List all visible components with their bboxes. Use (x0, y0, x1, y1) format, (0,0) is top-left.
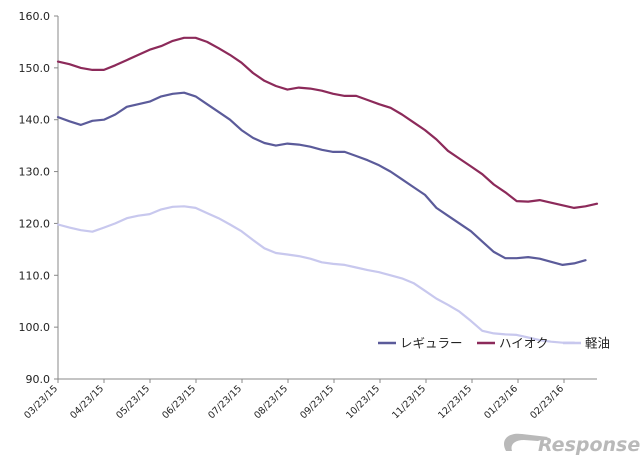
y-axis: 90.0 100.0 110.0 120.0 130.0 140.0 150.0 160.0 (19, 10, 59, 386)
x-tick-label: 10/23/15 (344, 383, 382, 421)
x-tick-label: 04/23/15 (68, 383, 106, 421)
x-tick-label: 11/23/15 (390, 383, 428, 421)
legend: レギュラー ハイオク 軽油 (378, 336, 610, 351)
y-tick-label: 150.0 (19, 62, 51, 75)
watermark: Response. (503, 433, 640, 456)
series-line-1 (56, 91, 587, 266)
watermark-text: Response. (538, 434, 640, 456)
y-tick-label: 130.0 (19, 166, 51, 179)
x-tick-label: 05/23/15 (114, 383, 152, 421)
x-tick-label: 02/23/16 (528, 383, 566, 421)
y-tick-label: 140.0 (19, 114, 51, 127)
x-tick-label: 06/23/15 (160, 383, 198, 421)
y-tick-label: 100.0 (19, 321, 51, 334)
y-tick-label: 120.0 (19, 217, 51, 230)
legend-label: 軽油 (585, 336, 610, 351)
x-tick-label: 09/23/15 (298, 383, 336, 421)
x-tick-label: 08/23/15 (252, 383, 290, 421)
series-line-3 (56, 205, 576, 344)
x-tick-label: 01/23/16 (482, 383, 520, 421)
x-tick-label: 12/23/15 (436, 383, 474, 421)
legend-label: ハイオク (499, 336, 549, 351)
watermark-logo-swoosh (503, 433, 548, 451)
x-axis: 03/23/15 04/23/15 05/23/15 06/23/15 07/23/15… (22, 378, 597, 421)
x-tick-label: 07/23/15 (206, 383, 244, 421)
y-tick-label: 90.0 (26, 373, 51, 386)
legend-label: レギュラー (400, 336, 463, 351)
series-layer (56, 36, 599, 344)
series-line-2 (56, 36, 599, 209)
y-tick-label: 160.0 (19, 10, 51, 23)
x-tick-label: 03/23/15 (22, 383, 60, 421)
y-tick-label: 110.0 (19, 269, 51, 282)
